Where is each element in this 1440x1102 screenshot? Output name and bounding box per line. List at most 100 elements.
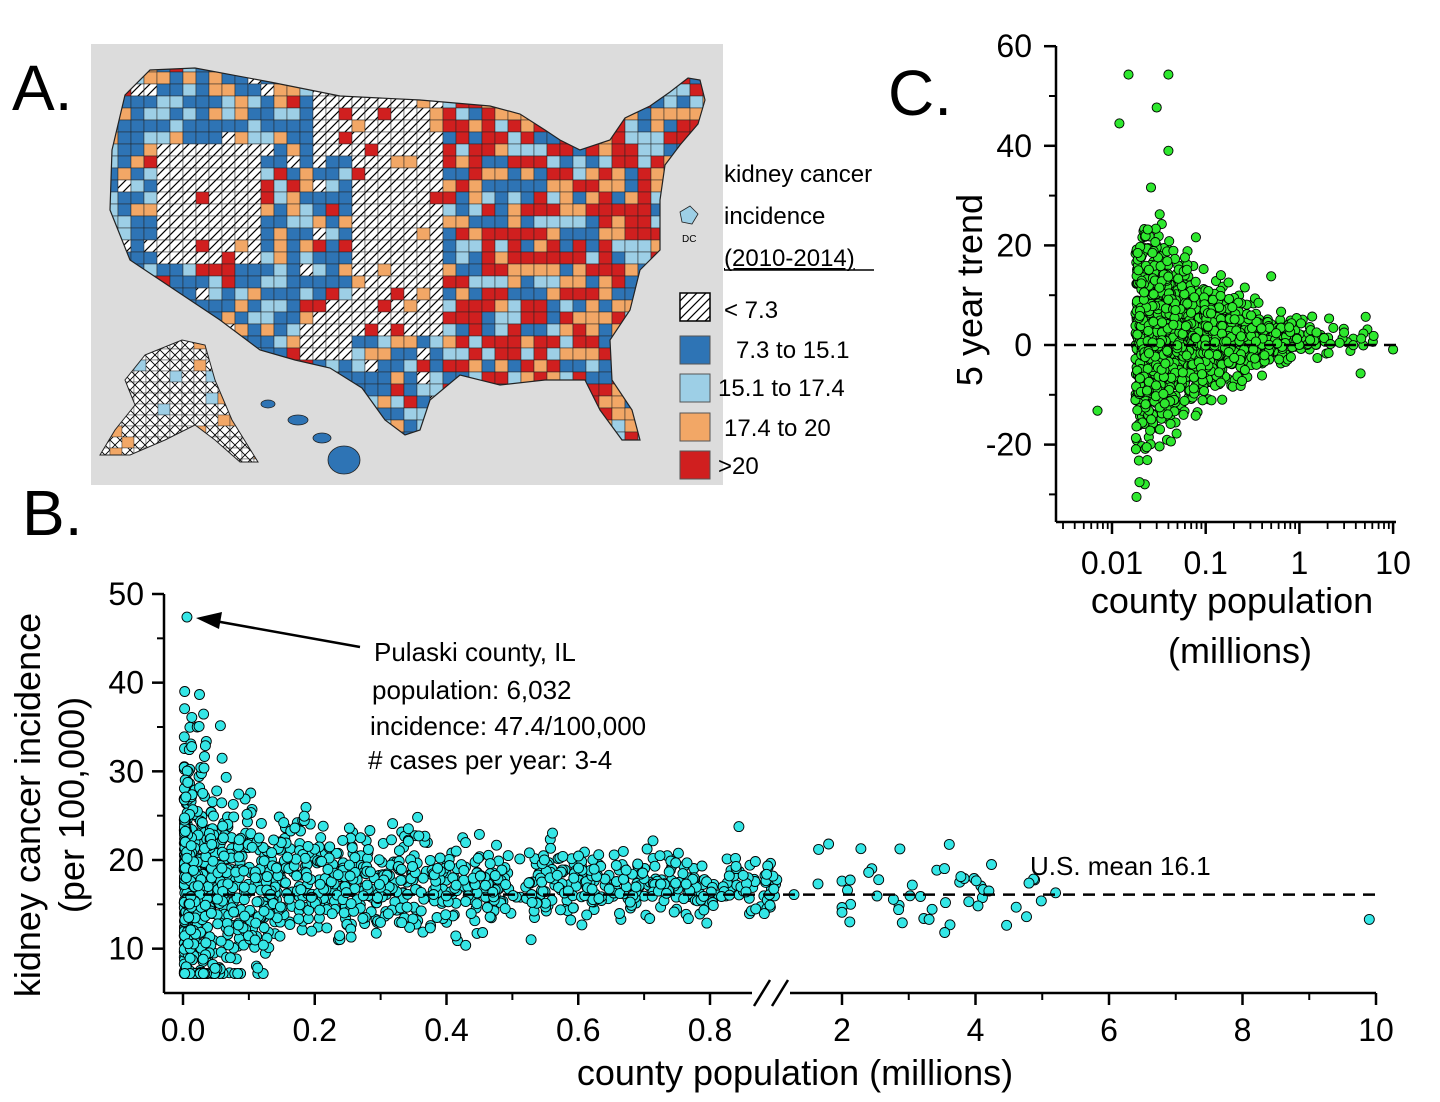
county-tile	[546, 287, 561, 301]
chart-b-point	[361, 879, 373, 891]
county-tile	[299, 239, 314, 253]
county-tile	[390, 227, 405, 241]
chart-c-point	[1092, 405, 1103, 416]
county-tile	[221, 203, 236, 217]
county-tile	[312, 347, 327, 361]
county-tile	[520, 179, 535, 193]
county-tile	[260, 227, 275, 241]
county-tile	[481, 155, 496, 169]
chart-b-point	[576, 919, 588, 931]
chart-b-point	[317, 820, 329, 832]
chart-b-point	[382, 908, 394, 920]
county-tile	[109, 436, 123, 449]
county-tile	[260, 311, 275, 325]
county-tile	[416, 215, 431, 229]
county-tile	[507, 131, 522, 145]
county-tile	[546, 251, 561, 265]
county-tile	[299, 215, 314, 229]
chart-b-point	[632, 858, 644, 870]
county-tile	[247, 323, 262, 337]
county-tile	[403, 251, 418, 265]
county-tile	[156, 215, 171, 229]
county-tile	[325, 335, 340, 349]
county-tile	[429, 155, 444, 169]
county-tile	[325, 191, 340, 205]
county-tile	[442, 167, 457, 181]
county-tile	[468, 311, 483, 325]
county-tile	[221, 143, 236, 157]
county-tile	[429, 299, 444, 313]
county-tile	[624, 239, 639, 253]
county-tile	[221, 311, 236, 325]
chart-b-point	[271, 862, 282, 874]
chart-b-point	[220, 771, 232, 783]
county-tile	[299, 155, 314, 169]
county-tile	[390, 299, 405, 313]
county-tile	[234, 191, 249, 205]
county-tile	[377, 227, 392, 241]
chart-c-point	[1134, 310, 1145, 322]
chart-b-point	[649, 860, 661, 872]
chart-b-point	[250, 917, 262, 929]
chart-c-point	[1196, 369, 1208, 380]
county-tile	[260, 323, 275, 337]
county-tile	[286, 227, 301, 241]
chart-b-point	[196, 817, 208, 828]
chart-c-point	[1165, 418, 1176, 429]
chart-b-point	[477, 927, 489, 938]
county-tile	[193, 414, 207, 427]
chart-c-point	[1143, 348, 1155, 359]
county-tile	[169, 179, 184, 193]
county-tile	[546, 215, 561, 229]
chart-b-point	[393, 845, 405, 857]
county-tile	[182, 203, 197, 217]
county-tile	[377, 299, 392, 313]
county-tile	[286, 203, 301, 217]
county-tile	[637, 227, 652, 241]
county-tile	[182, 143, 197, 157]
chart-b-point	[654, 850, 666, 862]
county-tile	[455, 323, 470, 337]
county-tile	[416, 155, 431, 169]
county-tile	[182, 83, 197, 97]
county-tile	[325, 239, 340, 253]
county-tile	[416, 227, 431, 241]
county-tile	[286, 191, 301, 205]
county-tile	[133, 392, 147, 405]
county-tile	[442, 251, 457, 265]
county-tile	[234, 227, 249, 241]
county-tile	[351, 251, 366, 265]
county-tile	[403, 371, 418, 385]
chart-b-point	[179, 703, 191, 715]
county-tile	[273, 251, 288, 265]
county-tile	[221, 263, 236, 277]
county-tile	[351, 263, 366, 277]
chart-c-point	[1190, 276, 1201, 287]
chart-c-ytick-label: 60	[996, 28, 1032, 64]
county-tile	[507, 335, 522, 349]
county-tile	[546, 167, 561, 181]
county-tile	[133, 425, 147, 438]
county-tile	[663, 107, 678, 121]
chart-c-xtick-label: 0.01	[1081, 545, 1143, 581]
chart-c-point	[1274, 354, 1285, 365]
county-tile	[208, 83, 223, 97]
county-tile	[520, 359, 535, 373]
chart-c-point	[1215, 270, 1226, 281]
county-tile	[520, 275, 535, 289]
county-tile	[442, 287, 457, 301]
county-tile	[133, 370, 147, 383]
county-tile	[364, 275, 379, 289]
county-tile	[351, 191, 366, 205]
county-tile	[390, 383, 405, 397]
county-tile	[390, 179, 405, 193]
county-tile	[520, 239, 535, 253]
chart-c-point	[1217, 394, 1228, 405]
chart-c-point	[1130, 432, 1141, 444]
county-tile	[234, 275, 249, 289]
county-tile	[494, 179, 509, 193]
county-tile	[468, 119, 483, 133]
county-tile	[533, 323, 548, 337]
chart-b-point	[227, 798, 239, 810]
chart-b-point	[526, 896, 538, 908]
